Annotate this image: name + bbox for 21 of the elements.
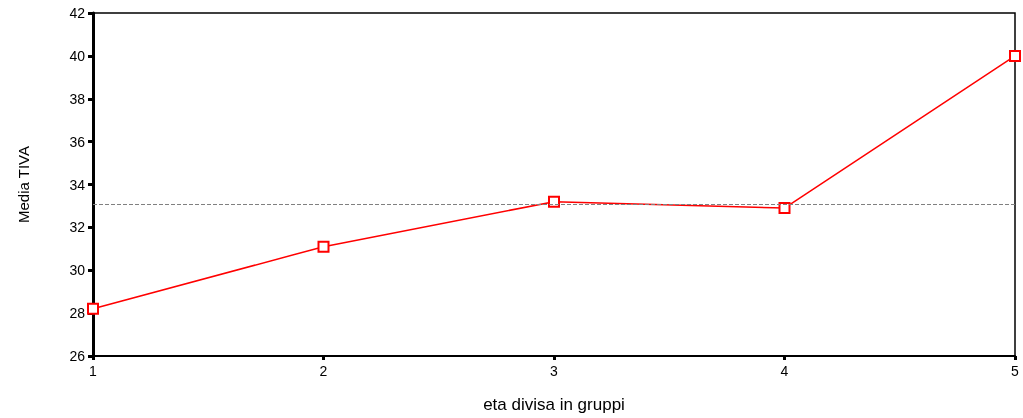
x-tick-label: 1 [89,363,98,379]
point [778,202,791,215]
x-axis-title: eta divisa in gruppi [483,395,625,414]
y-axis-title: Media TIVA [15,146,32,223]
y-tick-label: 32 [69,219,86,236]
y-tick-label: 38 [69,90,86,107]
x-tick-label: 2 [319,363,328,379]
y-tick-label: 40 [69,47,86,64]
y-tick-label: 28 [69,305,86,322]
x-tick-label: 3 [550,363,559,379]
y-tick-label: 42 [69,5,86,21]
point [87,302,99,315]
point [1009,49,1021,62]
x-tick-label: 4 [780,363,789,379]
y-tick-label: 36 [69,133,86,150]
y-tick-label: 26 [69,348,86,364]
point [317,240,330,253]
x-tick-label: 5 [1011,363,1020,379]
y-tick-label: 30 [69,262,86,279]
point [548,195,560,208]
y-tick-label: 34 [69,176,86,193]
